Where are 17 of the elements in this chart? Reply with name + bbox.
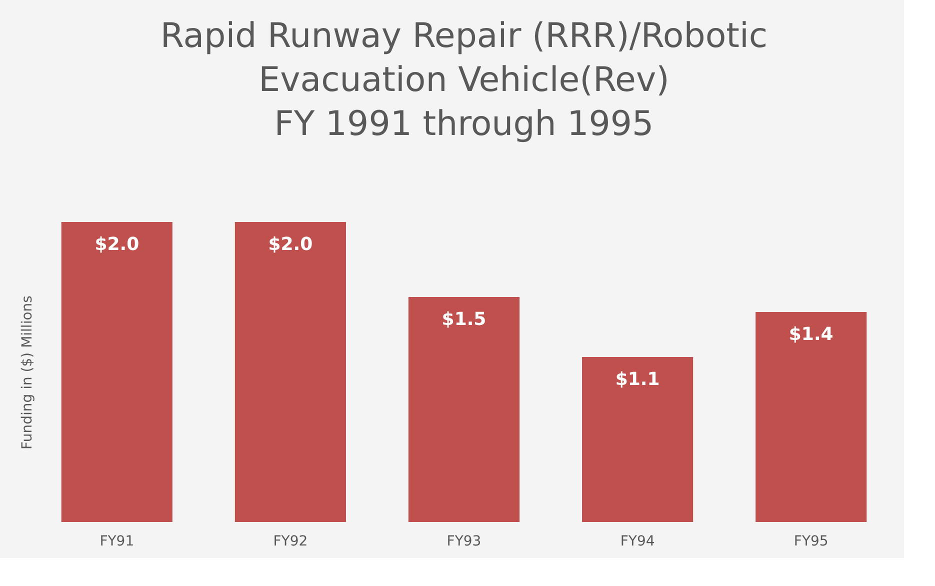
bar: [234, 222, 346, 522]
x-tick-label: FY93: [446, 534, 482, 550]
y-axis-title: Funding in ($) Millions: [20, 296, 36, 450]
x-tick-label: FY95: [794, 534, 828, 550]
bar: [756, 312, 867, 522]
bar: [61, 222, 172, 522]
x-tick-label: FY94: [620, 534, 655, 550]
data-label: $1.4: [788, 324, 834, 345]
bar: [582, 357, 694, 522]
x-tick-label: FY92: [273, 534, 308, 550]
data-label: $2.0: [94, 234, 140, 255]
data-label: $1.5: [442, 309, 486, 330]
data-label: $2.0: [268, 234, 313, 255]
chart-title: Rapid Runway Repair (RRR)/Robotic Evacuation Vehicle(Rev) FY 1991 through 1995: [160, 16, 768, 144]
data-label: $1.1: [615, 369, 660, 390]
bar: [408, 297, 520, 522]
x-tick-label: FY91: [100, 534, 134, 550]
